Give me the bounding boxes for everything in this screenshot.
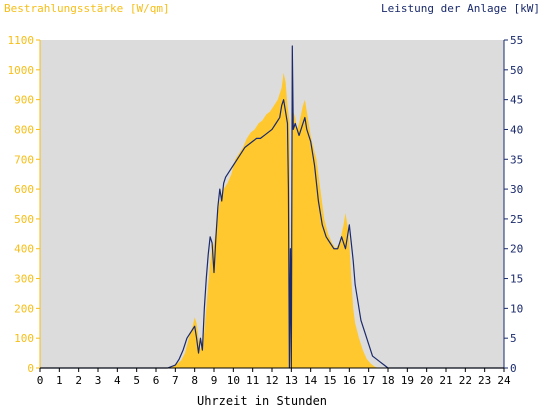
irradiance-area (40, 72, 504, 369)
right-tick-label: 40 (510, 123, 523, 136)
x-tick-label: 7 (172, 374, 179, 387)
right-tick-label: 55 (510, 34, 523, 47)
x-tick-label: 20 (420, 374, 433, 387)
x-tick-label: 14 (304, 374, 318, 387)
x-tick-label: 6 (153, 374, 160, 387)
x-tick-label: 16 (343, 374, 356, 387)
left-tick-label: 900 (14, 94, 34, 107)
x-tick-label: 10 (227, 374, 240, 387)
x-tick-label: 13 (285, 374, 298, 387)
right-tick-label: 50 (510, 64, 523, 77)
x-axis-title: Uhrzeit in Stunden (197, 394, 327, 408)
x-tick-label: 8 (191, 374, 198, 387)
left-tick-label: 400 (14, 243, 34, 256)
right-tick-label: 45 (510, 94, 523, 107)
right-tick-label: 10 (510, 302, 523, 315)
x-tick-label: 18 (381, 374, 394, 387)
right-tick-label: 15 (510, 273, 523, 286)
x-tick-label: 19 (401, 374, 414, 387)
right-tick-label: 5 (510, 332, 517, 345)
left-tick-label: 800 (14, 123, 34, 136)
right-tick-label: 25 (510, 213, 523, 226)
x-tick-label: 21 (439, 374, 452, 387)
power-series (40, 45, 504, 369)
axes (36, 39, 508, 372)
left-tick-label: 500 (14, 213, 34, 226)
x-tick-label: 12 (265, 374, 278, 387)
right-tick-label: 0 (510, 362, 517, 375)
right-tick-label: 20 (510, 243, 523, 256)
x-tick-label: 17 (362, 374, 375, 387)
irradiance-series (40, 72, 504, 369)
x-tick-label: 15 (323, 374, 336, 387)
x-tick-label: 4 (114, 374, 121, 387)
x-tick-label: 1 (56, 374, 63, 387)
x-tick-label: 3 (95, 374, 102, 387)
left-tick-label: 700 (14, 153, 34, 166)
x-tick-label: 9 (211, 374, 218, 387)
x-tick-label: 11 (246, 374, 259, 387)
left-tick-label: 300 (14, 273, 34, 286)
x-tick-label: 23 (478, 374, 491, 387)
x-tick-label: 5 (133, 374, 140, 387)
x-tick-label: 22 (459, 374, 472, 387)
left-axis-title: Bestrahlungsstärke [W/qm] (4, 2, 170, 15)
left-tick-label: 1000 (8, 64, 35, 77)
right-tick-label: 30 (510, 183, 523, 196)
left-tick-label: 0 (27, 362, 34, 375)
left-tick-label: 600 (14, 183, 34, 196)
left-tick-label: 1100 (8, 34, 35, 47)
left-tick-label: 100 (14, 332, 34, 345)
x-tick-label: 0 (37, 374, 44, 387)
right-tick-label: 35 (510, 153, 523, 166)
tick-labels: 0100200300400500600700800900100011000510… (8, 34, 524, 387)
x-tick-label: 2 (75, 374, 82, 387)
right-axis-title: Leistung der Anlage [kW] (381, 2, 540, 15)
left-tick-label: 200 (14, 302, 34, 315)
x-tick-label: 24 (497, 374, 511, 387)
power-line (40, 45, 504, 369)
